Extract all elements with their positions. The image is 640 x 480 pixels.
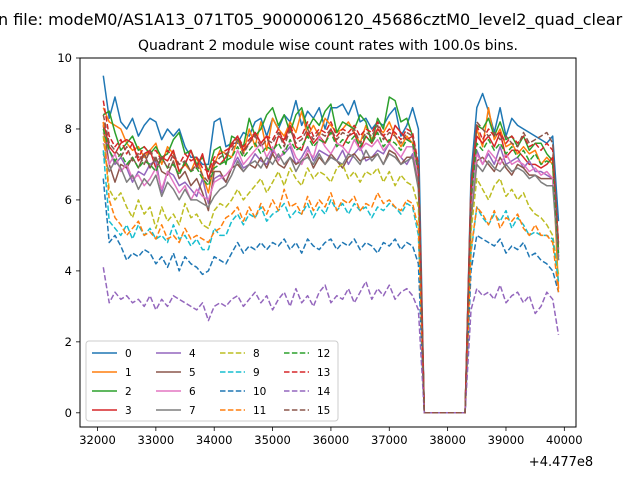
figure-suptitle: n file: modeM0/AS1A13_071T05_9000006120_… (0, 10, 623, 30)
legend-label-6: 6 (189, 386, 196, 398)
x-tick-label: 34000 (196, 433, 233, 447)
y-tick-label: 4 (65, 264, 72, 278)
y-tick-label: 8 (65, 122, 72, 136)
legend-label-3: 3 (125, 405, 132, 417)
y-tick-label: 10 (57, 51, 72, 65)
series-line-15 (102, 114, 560, 414)
series-line-9 (102, 150, 560, 414)
x-tick-label: 35000 (254, 433, 291, 447)
series-line-10 (102, 178, 560, 414)
legend-label-2: 2 (125, 386, 132, 398)
legend-label-9: 9 (253, 367, 260, 379)
plot-lines (102, 75, 560, 414)
legend-label-11: 11 (253, 405, 266, 417)
series-line-6 (102, 135, 560, 414)
x-axis: 32000 33000 34000 35000 36000 37000 38000 39000… (79, 427, 583, 447)
y-tick-label: 2 (65, 335, 72, 349)
legend-label-8: 8 (253, 348, 260, 360)
legend-label-4: 4 (189, 348, 196, 360)
legend-label-0: 0 (125, 348, 132, 360)
x-tick-label: 37000 (371, 433, 408, 447)
legend-label-5: 5 (189, 367, 196, 379)
series-line-11 (102, 121, 560, 414)
plot-frame (79, 57, 577, 428)
legend-label-15: 15 (317, 405, 330, 417)
series-line-8 (102, 136, 560, 414)
y-axis: 0 2 4 6 8 10 (57, 51, 80, 420)
x-tick-label: 32000 (79, 433, 116, 447)
y-tick-label: 0 (65, 406, 72, 420)
x-offset-label: +4.477e8 (529, 455, 593, 470)
legend-box (85, 340, 339, 422)
x-tick-label: 39000 (488, 433, 525, 447)
x-tick-label: 33000 (138, 433, 175, 447)
legend-label-14: 14 (317, 386, 331, 398)
y-tick-label: 6 (65, 193, 72, 207)
x-tick-label: 40000 (546, 433, 583, 447)
chart-title: Quadrant 2 module wise count rates with … (138, 38, 518, 54)
x-tick-label: 36000 (313, 433, 350, 447)
series-line-12 (102, 128, 560, 414)
series-line-7 (102, 149, 560, 414)
legend-label-1: 1 (125, 367, 132, 379)
legend-label-7: 7 (189, 405, 196, 417)
legend-label-12: 12 (317, 348, 330, 360)
legend-label-10: 10 (253, 386, 266, 398)
x-tick-label: 38000 (429, 433, 466, 447)
legend-label-13: 13 (317, 367, 330, 379)
series-line-14 (102, 267, 560, 414)
